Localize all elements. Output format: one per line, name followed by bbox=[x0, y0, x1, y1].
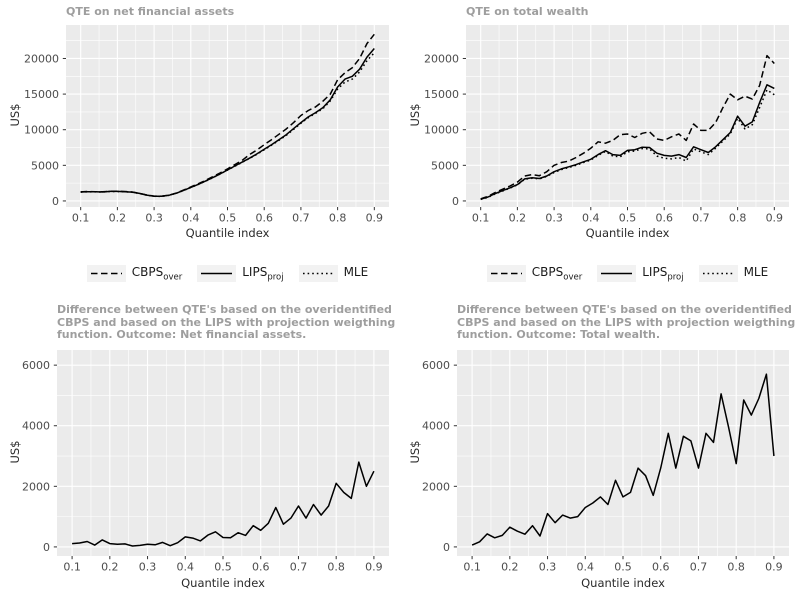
svg-text:0.5: 0.5 bbox=[219, 212, 237, 225]
svg-text:2000: 2000 bbox=[422, 480, 450, 493]
svg-text:15000: 15000 bbox=[424, 88, 459, 101]
svg-text:0.1: 0.1 bbox=[472, 212, 490, 225]
svg-text:6000: 6000 bbox=[22, 359, 50, 372]
svg-text:0.1: 0.1 bbox=[463, 561, 481, 574]
svg-text:0.3: 0.3 bbox=[545, 212, 563, 225]
legend-label: LIPSproj bbox=[242, 265, 284, 283]
plot-qte-total-wealth: 0.1 0.2 0.3 0.4 0.5 0.6 0.7 0.8 0.9 0 5000 10000 150… bbox=[424, 25, 789, 225]
legend-key-solid-line-icon bbox=[597, 265, 637, 283]
svg-text:0.3: 0.3 bbox=[539, 561, 557, 574]
svg-text:0: 0 bbox=[443, 541, 450, 554]
svg-text:0.7: 0.7 bbox=[292, 212, 310, 225]
svg-text:2000: 2000 bbox=[22, 480, 50, 493]
legend: CBPSover LIPSproj MLE bbox=[466, 263, 789, 285]
svg-text:0.8: 0.8 bbox=[327, 561, 345, 574]
chart-cell-qte-total-wealth: QTE on total wealth 0.1 0.2 0.3 0.4 0.5 0.6 0.… bbox=[400, 0, 800, 300]
plot-diff-total-wealth: 0.1 0.2 0.3 0.4 0.5 0.6 0.7 0.8 0.9 0 2000 4000 6000 bbox=[422, 350, 789, 574]
svg-text:0.3: 0.3 bbox=[139, 561, 157, 574]
plot-diff-net-assets: 0.1 0.2 0.3 0.4 0.5 0.6 0.7 0.8 0.9 0 2000 4000 6000 bbox=[22, 350, 389, 574]
x-axis-title: Quantile index bbox=[581, 576, 665, 590]
svg-text:0.5: 0.5 bbox=[614, 561, 632, 574]
svg-text:10000: 10000 bbox=[24, 124, 59, 137]
chart-title: QTE on net financial assets bbox=[66, 5, 235, 18]
svg-text:0.6: 0.6 bbox=[255, 212, 273, 225]
y-axis-title: US$ bbox=[408, 103, 422, 127]
legend-label: MLE bbox=[343, 265, 369, 280]
legend-key-dotted-line-icon bbox=[298, 265, 338, 283]
legend-key-dashed-line-icon bbox=[486, 265, 526, 283]
svg-text:0.3: 0.3 bbox=[145, 212, 163, 225]
svg-text:0.2: 0.2 bbox=[509, 212, 527, 225]
legend-label: CBPSover bbox=[531, 265, 583, 283]
svg-text:0.1: 0.1 bbox=[72, 212, 90, 225]
y-axis-title: US$ bbox=[8, 440, 22, 464]
svg-text:0.7: 0.7 bbox=[290, 561, 308, 574]
svg-text:0.8: 0.8 bbox=[727, 561, 745, 574]
svg-text:0.8: 0.8 bbox=[729, 212, 747, 225]
svg-text:0.5: 0.5 bbox=[619, 212, 637, 225]
chart-cell-qte-net-assets: QTE on net financial assets 0.1 0.2 0.3 0.4… bbox=[0, 0, 400, 300]
svg-text:5000: 5000 bbox=[431, 159, 459, 172]
svg-text:0.8: 0.8 bbox=[329, 212, 347, 225]
svg-text:0: 0 bbox=[452, 195, 459, 208]
svg-text:6000: 6000 bbox=[422, 359, 450, 372]
legend-entry-lips: LIPSproj bbox=[597, 265, 684, 283]
svg-text:10000: 10000 bbox=[424, 124, 459, 137]
svg-text:20000: 20000 bbox=[424, 52, 459, 65]
legend: CBPSover LIPSproj MLE bbox=[66, 263, 389, 285]
legend-label: CBPSover bbox=[131, 265, 183, 283]
legend-key-solid-line-icon bbox=[197, 265, 237, 283]
svg-text:15000: 15000 bbox=[24, 88, 59, 101]
x-axis-title: Quantile index bbox=[181, 576, 265, 590]
svg-text:4000: 4000 bbox=[422, 420, 450, 433]
svg-text:0.9: 0.9 bbox=[765, 561, 783, 574]
legend-key-dashed-line-icon bbox=[86, 265, 126, 283]
legend-label: LIPSproj bbox=[642, 265, 684, 283]
svg-text:0.4: 0.4 bbox=[582, 212, 600, 225]
legend-entry-cbps: CBPSover bbox=[86, 265, 183, 283]
svg-text:5000: 5000 bbox=[31, 159, 59, 172]
svg-text:0.7: 0.7 bbox=[692, 212, 710, 225]
svg-text:0.9: 0.9 bbox=[366, 212, 384, 225]
svg-text:0.2: 0.2 bbox=[101, 561, 119, 574]
svg-text:0: 0 bbox=[43, 541, 50, 554]
plot-qte-net-assets: 0.1 0.2 0.3 0.4 0.5 0.6 0.7 0.8 0.9 0 5000 10000 150… bbox=[24, 25, 389, 225]
legend-entry-mle: MLE bbox=[698, 265, 769, 283]
chart-title: Difference between QTE's based on the ov… bbox=[57, 303, 396, 341]
svg-text:0.1: 0.1 bbox=[63, 561, 81, 574]
x-axis-title: Quantile index bbox=[185, 226, 270, 240]
svg-text:0.5: 0.5 bbox=[214, 561, 232, 574]
legend-key-dotted-line-icon bbox=[698, 265, 738, 283]
svg-text:0.9: 0.9 bbox=[766, 212, 784, 225]
legend-entry-lips: LIPSproj bbox=[197, 265, 284, 283]
svg-text:0.2: 0.2 bbox=[501, 561, 519, 574]
chart-title: QTE on total wealth bbox=[466, 5, 589, 18]
y-axis-title: US$ bbox=[408, 440, 422, 464]
legend-entry-cbps: CBPSover bbox=[486, 265, 583, 283]
y-axis-title: US$ bbox=[8, 103, 22, 127]
svg-text:4000: 4000 bbox=[22, 420, 50, 433]
chart-cell-diff-total-wealth: Difference between QTE's based on the ov… bbox=[400, 300, 800, 600]
svg-text:20000: 20000 bbox=[24, 52, 59, 65]
x-axis-title: Quantile index bbox=[585, 226, 670, 240]
svg-text:0.9: 0.9 bbox=[365, 561, 383, 574]
svg-text:0.6: 0.6 bbox=[652, 561, 670, 574]
svg-text:0.4: 0.4 bbox=[177, 561, 195, 574]
svg-text:0.6: 0.6 bbox=[655, 212, 673, 225]
legend-entry-mle: MLE bbox=[298, 265, 369, 283]
svg-text:0: 0 bbox=[52, 195, 59, 208]
svg-text:0.7: 0.7 bbox=[690, 561, 708, 574]
legend-label: MLE bbox=[743, 265, 769, 280]
chart-title: Difference between QTE's based on the ov… bbox=[457, 303, 796, 341]
svg-text:0.4: 0.4 bbox=[577, 561, 595, 574]
svg-text:0.4: 0.4 bbox=[182, 212, 200, 225]
svg-text:0.2: 0.2 bbox=[109, 212, 127, 225]
chart-cell-diff-net-assets: Difference between QTE's based on the ov… bbox=[0, 300, 400, 600]
svg-text:0.6: 0.6 bbox=[252, 561, 270, 574]
